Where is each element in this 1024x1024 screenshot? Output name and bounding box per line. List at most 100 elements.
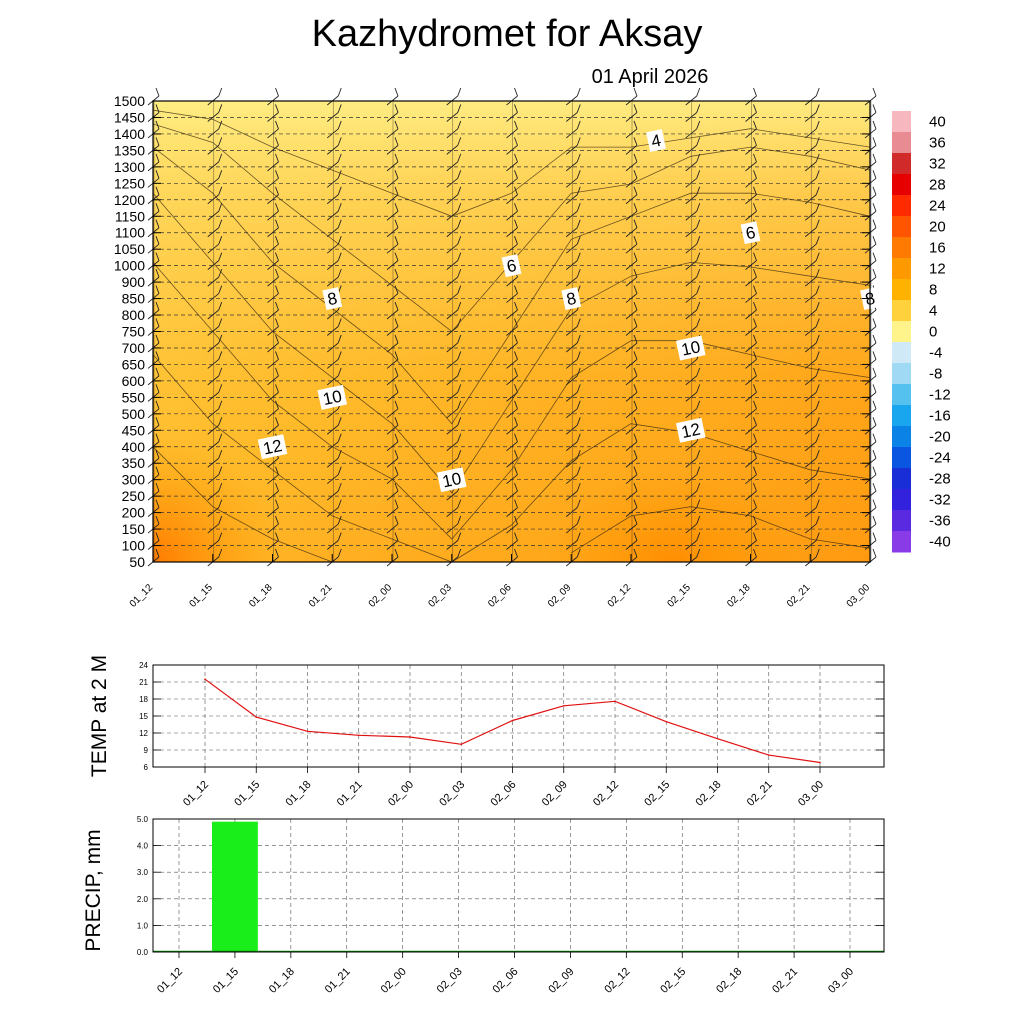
wind-barb — [506, 457, 518, 468]
wind-barb-flag — [155, 367, 160, 377]
wind-barb — [565, 457, 578, 468]
wind-barb-column — [804, 87, 820, 567]
contour-label: 6 — [744, 223, 757, 244]
wind-barb-flag — [155, 236, 160, 245]
wind-barb — [267, 408, 279, 419]
wind-barb — [685, 490, 698, 501]
wind-barb-flag — [275, 219, 279, 228]
wind-barb — [267, 359, 279, 369]
wind-barb-flag — [457, 367, 462, 377]
wind-barb — [804, 359, 817, 369]
heatmap-y-tick-label: 1150 — [115, 208, 145, 224]
temp-frame — [152, 664, 885, 768]
precip-y-tick-label: 0.0 — [137, 948, 149, 957]
wind-barb — [625, 408, 638, 419]
wind-barb-flag — [696, 120, 701, 130]
wind-barb-flag — [337, 499, 342, 508]
wind-barb — [804, 408, 817, 419]
wind-barb-flag — [457, 137, 462, 146]
wind-barb-flag — [753, 120, 757, 130]
wind-barb — [625, 128, 638, 139]
wind-barb — [804, 457, 817, 468]
wind-barb-flag — [872, 499, 877, 508]
wind-barb-flag — [514, 170, 518, 179]
wind-barb — [804, 392, 817, 402]
wind-barb — [804, 260, 817, 270]
wind-barb — [625, 260, 638, 270]
wind-barb-flag — [633, 367, 638, 377]
heatmap-x-tick-label: 02_06 — [486, 582, 514, 610]
heatmap-y-tick-label: 1200 — [114, 192, 145, 208]
wind-barb-flag — [394, 466, 399, 475]
wind-barb — [506, 342, 518, 353]
heatmap-warm-mid — [547, 377, 799, 562]
wind-barb-flag — [275, 334, 279, 344]
wind-barb-flag — [275, 532, 279, 541]
wind-barb — [386, 424, 399, 435]
wind-barb-flag — [815, 334, 820, 344]
wind-barb-flag — [457, 318, 462, 327]
wind-barb — [386, 507, 399, 517]
contour-label-bg — [322, 287, 343, 311]
wind-barb — [326, 441, 339, 452]
precip-x-tick-label: 01_21 — [323, 966, 353, 996]
colorbar-swatch — [892, 153, 911, 175]
wind-barb-flag — [218, 268, 223, 278]
wind-barb-flag — [753, 400, 757, 409]
wind-barb-flag — [155, 186, 160, 195]
wind-barb — [386, 243, 399, 254]
wind-barb — [625, 392, 638, 402]
wind-barb — [326, 408, 339, 419]
wind-barb-flag — [815, 482, 820, 492]
wind-barb — [625, 375, 638, 386]
wind-barb-flag — [753, 137, 757, 146]
heatmap-y-tick-label: 200 — [122, 505, 146, 521]
wind-barb-flag — [633, 268, 638, 278]
wind-barb-flag — [394, 367, 399, 377]
wind-barb — [207, 128, 220, 139]
wind-barb-flag — [337, 120, 342, 130]
colorbar-label: -24 — [929, 449, 951, 466]
colorbar-label: 8 — [929, 281, 937, 298]
wind-barb-flag — [457, 104, 462, 113]
wind-barb-flag — [633, 252, 638, 261]
wind-barb — [267, 309, 279, 320]
wind-barb-flag — [576, 515, 581, 525]
wind-barb-flag — [696, 137, 701, 146]
wind-barb — [506, 490, 518, 501]
wind-barb — [565, 128, 578, 139]
precip-y-tick-label: 2.0 — [137, 895, 149, 904]
heatmap-y-tick-label: 350 — [122, 455, 146, 471]
colorbar-label: 28 — [929, 176, 946, 193]
wind-barb — [625, 161, 638, 172]
wind-barb-flag — [872, 351, 877, 360]
wind-barb — [326, 112, 339, 122]
heatmap-y-tick-label: 1500 — [114, 93, 145, 109]
wind-barb — [267, 293, 279, 303]
wind-barb-flag — [576, 153, 581, 163]
wind-barb-flag — [576, 400, 581, 409]
wind-barb-flag — [337, 450, 342, 459]
wind-barb — [386, 326, 399, 336]
wind-barb — [745, 424, 757, 435]
wind-barb-flag — [155, 219, 160, 228]
heatmap-y-tick-label: 850 — [122, 291, 146, 307]
wind-barb — [506, 424, 518, 435]
wind-barb-flag — [394, 548, 399, 558]
wind-barb-flag — [753, 367, 757, 377]
heatmap-y-tick-label: 50 — [129, 554, 145, 570]
heatmap-x-tick-label: 01_21 — [307, 582, 335, 610]
contour-label: 10 — [441, 469, 463, 492]
wind-barb — [267, 260, 279, 270]
wind-barb — [446, 408, 459, 419]
wind-barb-flag — [753, 351, 757, 360]
wind-barb — [207, 326, 220, 336]
heatmap-y-tick-label: 1450 — [114, 109, 145, 125]
wind-barb-flag — [576, 252, 581, 261]
wind-barb — [506, 161, 518, 172]
wind-barb — [326, 507, 339, 517]
wind-barb-flag — [275, 384, 279, 393]
wind-barb-flag — [218, 219, 223, 228]
wind-barb-flag — [696, 532, 701, 541]
wind-barb — [685, 112, 698, 122]
